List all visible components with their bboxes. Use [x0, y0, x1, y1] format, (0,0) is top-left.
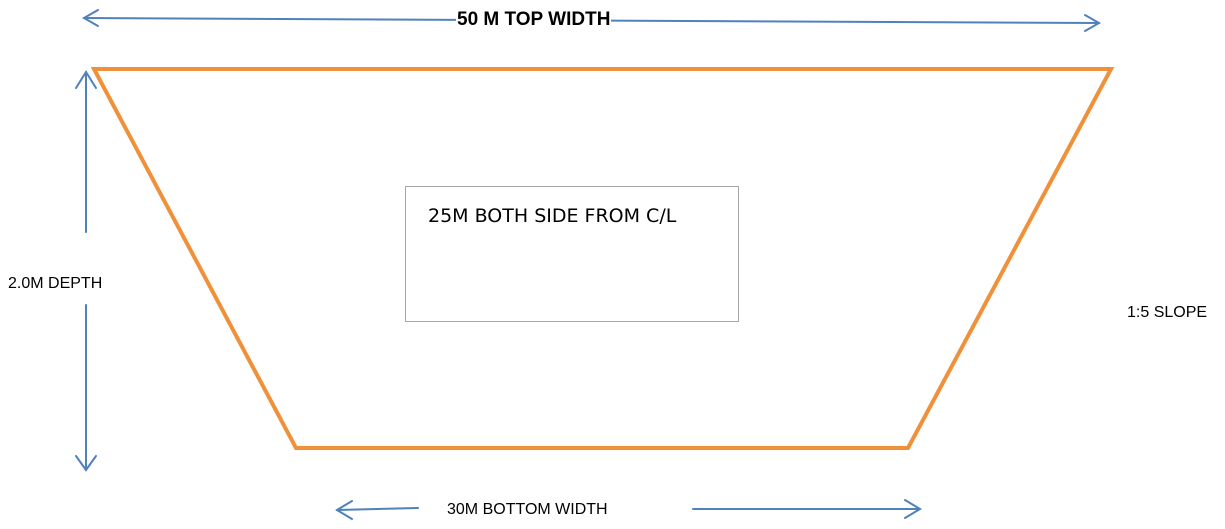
centerline-note-box: 25M BOTH SIDE FROM C/L	[405, 186, 739, 322]
bottom-width-label: 30M BOTTOM WIDTH	[447, 501, 608, 518]
trapezoid-outline	[90, 67, 1115, 450]
depth-arrow	[75, 70, 97, 472]
top-width-label: 50 M TOP WIDTH	[456, 9, 612, 30]
bottom-width-arrow-right	[692, 499, 922, 519]
centerline-note-text: 25M BOTH SIDE FROM C/L	[428, 205, 677, 227]
depth-label: 2.0M DEPTH	[8, 275, 103, 292]
slope-label: 1:5 SLOPE	[1127, 304, 1208, 321]
bottom-width-arrow-left	[335, 500, 419, 520]
